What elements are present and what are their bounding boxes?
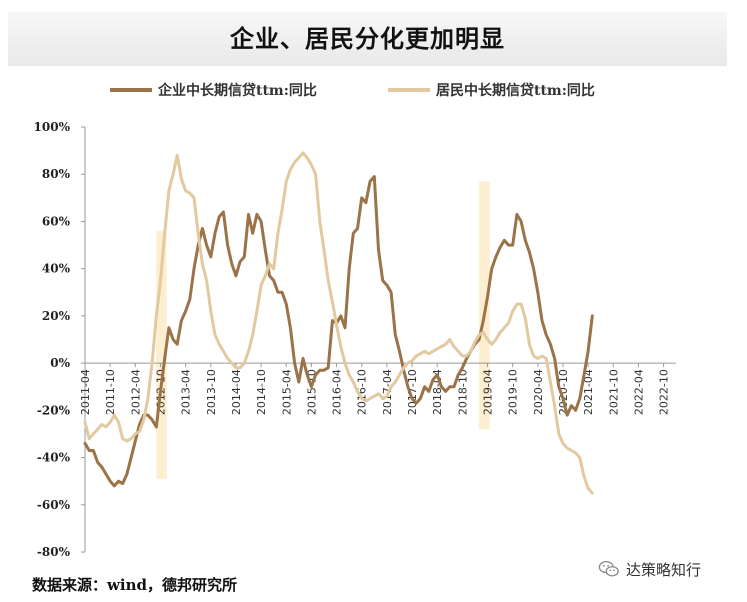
x-tick-label: 2013-04	[180, 369, 193, 415]
x-tick-label: 2011-04	[79, 369, 92, 415]
x-tick-label: 2021-10	[607, 369, 620, 415]
x-tick-label: 2017-10	[406, 369, 419, 415]
y-tick-label: -80%	[37, 545, 71, 559]
x-tick-label: 2021-04	[582, 369, 595, 415]
legend: 企业中长期信贷ttm:同比 居民中长期信贷ttm:同比	[110, 82, 595, 99]
y-tick-label: 0%	[50, 356, 70, 370]
y-tick-label: -40%	[37, 451, 71, 465]
x-tick-label: 2016-04	[331, 369, 344, 415]
x-tick-label: 2018-04	[431, 369, 444, 415]
axes: 100% 80% 60% 40% 20% 0% -20% -40% -60% -80% 2011-0…	[34, 120, 676, 559]
chart-title: 企业、居民分化更加明显	[230, 24, 505, 53]
x-tick-label: 2014-04	[230, 369, 243, 415]
series-line-2	[83, 151, 594, 495]
wechat-icon	[598, 561, 619, 577]
y-tick-label: 80%	[42, 167, 71, 181]
source-note: 数据来源：wind，德邦研究所	[32, 576, 238, 594]
series-lines	[83, 151, 594, 495]
x-tick-label: 2013-10	[205, 369, 218, 415]
y-tick-label: 20%	[42, 309, 71, 323]
shaded-region-1	[156, 230, 167, 479]
legend-label: 企业中长期信贷ttm:同比	[157, 82, 317, 99]
x-tick-label: 2018-10	[456, 369, 469, 415]
shaded-region-2	[479, 181, 490, 430]
y-tick-label: 60%	[42, 214, 71, 228]
series-line-1	[83, 175, 594, 488]
shaded-regions	[156, 181, 490, 479]
y-tick-label: 40%	[42, 262, 71, 276]
x-tick-label: 2020-10	[557, 369, 570, 415]
x-tick-label: 2012-04	[129, 369, 142, 415]
x-tick-label: 2011-10	[104, 369, 117, 415]
x-tick-label: 2016-10	[356, 369, 369, 415]
legend-label: 居民中长期信贷ttm:同比	[436, 82, 595, 99]
x-tick-label: 2015-04	[280, 369, 293, 415]
y-tick-label: 100%	[34, 120, 71, 134]
x-tick-label: 2019-10	[507, 369, 520, 415]
title-bar: 企业、居民分化更加明显	[8, 12, 727, 66]
x-tick-label: 2022-04	[632, 369, 645, 415]
y-tick-label: -20%	[37, 403, 71, 417]
y-tick-label: -60%	[37, 498, 71, 512]
x-tick-label: 2022-10	[658, 369, 671, 415]
watermark-text: 达策略知行	[626, 560, 702, 579]
x-tick-label: 2020-04	[532, 369, 545, 415]
watermark: 达策略知行	[598, 558, 701, 580]
x-tick-label: 2019-04	[482, 369, 495, 415]
x-tick-label: 2014-10	[255, 369, 268, 415]
